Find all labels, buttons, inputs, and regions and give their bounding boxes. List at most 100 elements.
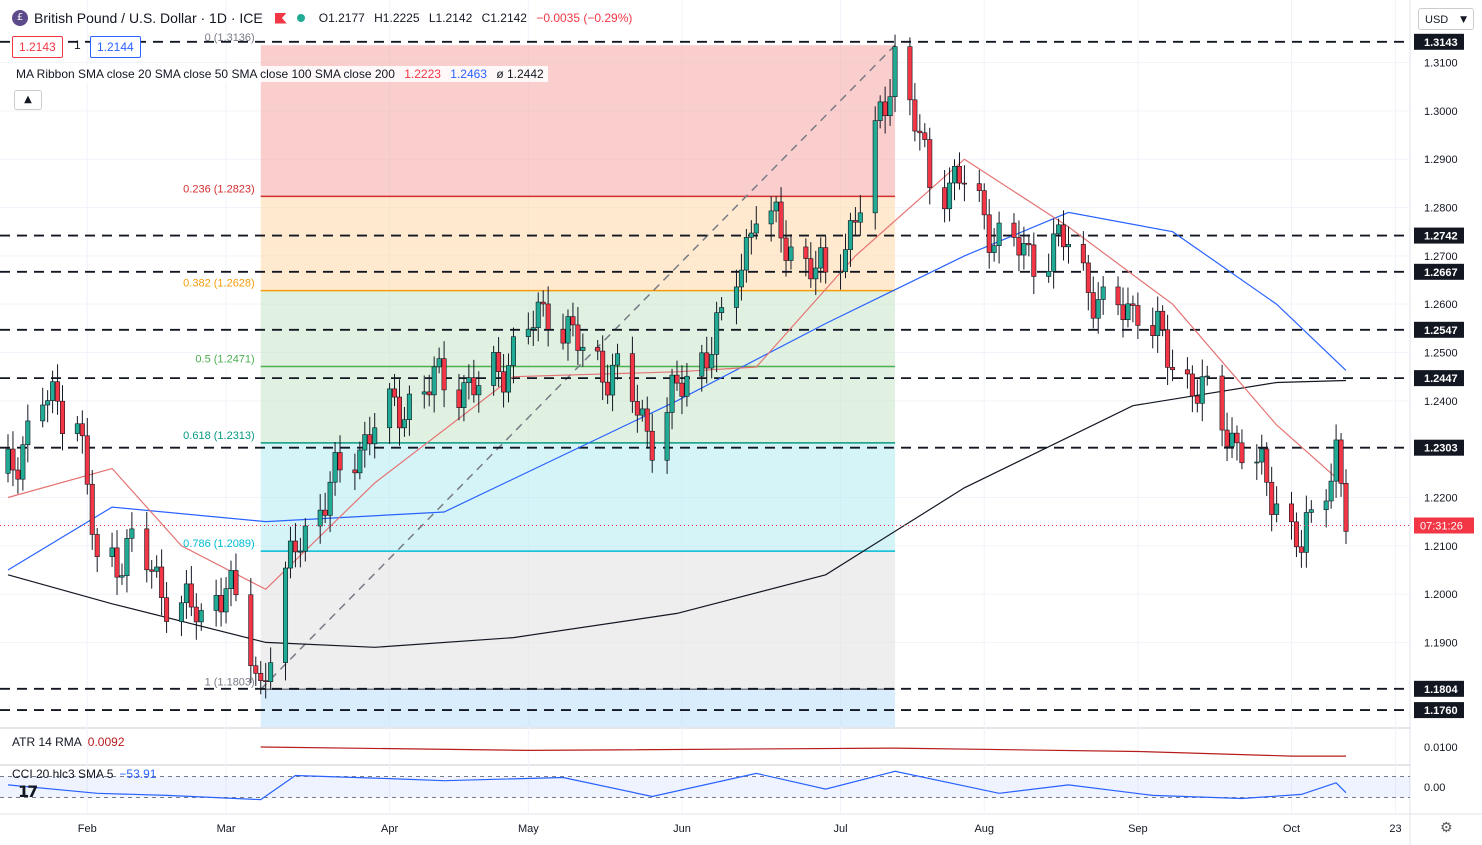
candle-body xyxy=(144,528,150,571)
candle-body xyxy=(352,469,358,474)
candle-body xyxy=(496,352,502,372)
candle-body xyxy=(287,540,293,569)
candle-body xyxy=(714,312,720,355)
candle-body xyxy=(540,301,546,305)
level-tag-label: 1.2547 xyxy=(1424,325,1458,337)
candle-body xyxy=(10,448,16,471)
price-tick-label: 1.2400 xyxy=(1424,396,1458,408)
gear-icon[interactable]: ⚙ xyxy=(1440,820,1453,836)
time-tick-label: Sep xyxy=(1128,823,1148,835)
candle-body xyxy=(292,540,298,553)
candle-body xyxy=(1130,303,1136,306)
level-tag-label: 1.2303 xyxy=(1424,443,1458,455)
candle-body xyxy=(1184,369,1190,375)
candle-body xyxy=(1229,432,1235,447)
candle-body xyxy=(471,377,477,396)
candle-body xyxy=(396,396,402,429)
candle-body xyxy=(441,358,447,391)
currency-select[interactable]: USD ▼ xyxy=(1418,8,1474,30)
candle-body xyxy=(164,597,170,622)
high-value: H1.2225 xyxy=(374,11,420,25)
fib-level-label: 0.236 (1.2823) xyxy=(183,183,255,195)
candle-body xyxy=(857,212,863,223)
cci-label: CCI 20 hlc3 SMA 5 xyxy=(12,767,114,781)
level-tag-label: 1.1760 xyxy=(1424,705,1458,717)
candle-body xyxy=(1115,286,1121,306)
candle-body xyxy=(605,381,611,396)
candle-body xyxy=(1264,448,1270,483)
candle-body xyxy=(1293,521,1299,548)
time-tick-label: Mar xyxy=(217,823,236,835)
candle-body xyxy=(1016,237,1022,256)
atr-legend[interactable]: ATR 14 RMA 0.0092 xyxy=(12,735,125,749)
price-tick-label: 1.2900 xyxy=(1424,154,1458,166)
fib-trend-line xyxy=(260,44,896,690)
level-tag-label: 1.2667 xyxy=(1424,267,1458,279)
candle-body xyxy=(669,374,675,413)
sma50-line xyxy=(7,211,1347,571)
candle-body xyxy=(1095,299,1101,319)
flag-icon[interactable] xyxy=(274,12,287,24)
candle-body xyxy=(947,182,953,210)
candle-body xyxy=(1031,244,1037,277)
candle-body xyxy=(1189,373,1195,397)
candle-body xyxy=(20,444,26,480)
level-tag xyxy=(1414,370,1464,387)
candle-body xyxy=(674,374,680,384)
fib-level-label: 0.618 (1.2313) xyxy=(183,430,255,442)
candle-body xyxy=(218,595,224,613)
symbol-title[interactable]: British Pound / U.S. Dollar · 1D · ICE xyxy=(34,10,263,26)
candle-body xyxy=(733,286,739,308)
candle-body xyxy=(1135,305,1141,326)
candle-body xyxy=(1204,375,1210,378)
candle-body xyxy=(501,371,507,393)
price-tick-label: 1.2600 xyxy=(1424,299,1458,311)
candle-body xyxy=(1125,303,1131,320)
currency-label: USD xyxy=(1425,14,1449,26)
ma-ribbon-legend[interactable]: MA Ribbon SMA close 20 SMA close 50 SMA … xyxy=(12,66,548,82)
cci-legend[interactable]: CCI 20 hlc3 SMA 5 −53.91 xyxy=(12,767,156,781)
buy-button[interactable]: 1.2144 xyxy=(90,36,141,58)
time-tick-label: Jul xyxy=(834,823,848,835)
level-tag xyxy=(1414,702,1464,719)
collapse-legend-button[interactable]: ▲ xyxy=(14,90,42,110)
candle-body xyxy=(124,538,130,576)
candle-body xyxy=(1170,367,1176,371)
price-tick-label: 1.2700 xyxy=(1424,251,1458,263)
candle-body xyxy=(114,547,120,578)
candle-body xyxy=(719,307,725,313)
level-tag xyxy=(1414,33,1464,50)
candle-body xyxy=(783,237,789,261)
candle-body xyxy=(704,352,710,369)
candle-body xyxy=(877,101,883,121)
price-tick-label: 1.2100 xyxy=(1424,541,1458,553)
candle-body xyxy=(1100,286,1106,300)
candle-body xyxy=(912,99,918,132)
candle-body xyxy=(639,408,645,416)
candles xyxy=(5,34,1349,699)
price-tick-label: 1.1900 xyxy=(1424,637,1458,649)
candle-body xyxy=(773,201,779,212)
candle-body xyxy=(1080,243,1086,264)
candle-body xyxy=(1026,243,1032,246)
candle-body xyxy=(882,101,888,117)
candle-body xyxy=(545,303,551,330)
candle-body xyxy=(337,452,343,471)
candle-body xyxy=(644,408,650,432)
candle-body xyxy=(362,434,368,451)
cci-band xyxy=(0,776,1410,798)
candle-body xyxy=(223,588,229,613)
candle-body xyxy=(74,423,80,434)
candle-body xyxy=(302,525,308,552)
candle-body xyxy=(60,400,66,434)
candle-body xyxy=(55,381,61,402)
atr-value: 0.0092 xyxy=(87,735,125,749)
candle-body xyxy=(228,570,234,590)
sell-button[interactable]: 1.2143 xyxy=(12,36,63,58)
fib-zone xyxy=(260,196,896,291)
candle-body xyxy=(535,301,541,328)
candle-body xyxy=(917,130,923,134)
candle-body xyxy=(1274,503,1280,515)
candle-body xyxy=(565,316,571,344)
